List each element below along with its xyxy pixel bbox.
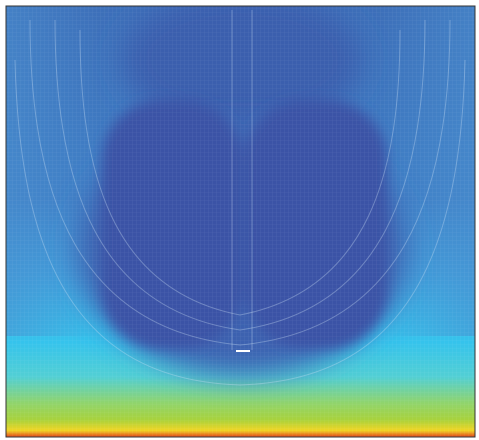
mesh-overlay xyxy=(6,6,475,437)
page xyxy=(0,0,479,440)
field xyxy=(6,0,475,437)
flow-field-visualization xyxy=(0,0,479,440)
